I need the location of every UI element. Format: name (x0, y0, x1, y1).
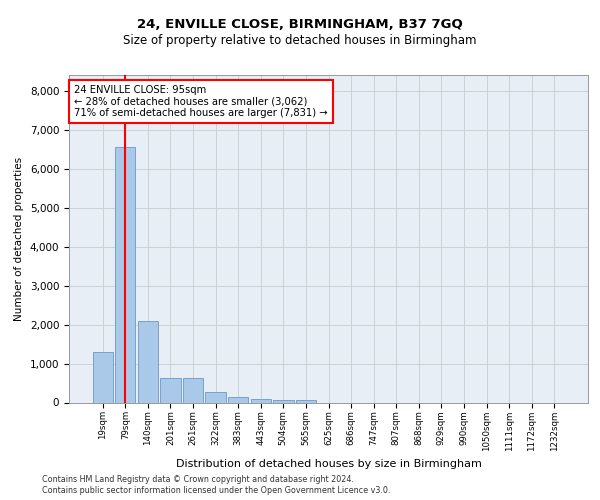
Bar (138, 322, 158, 402)
X-axis label: Distribution of detached houses by size in Birmingham: Distribution of detached houses by size … (176, 459, 481, 469)
Bar (205, 392, 226, 402)
Bar (296, 400, 316, 402)
Bar (183, 378, 203, 402)
Y-axis label: Number of detached properties: Number of detached properties (14, 156, 24, 321)
Bar (251, 398, 271, 402)
Bar (115, 147, 136, 403)
Text: Contains HM Land Registry data © Crown copyright and database right 2024.: Contains HM Land Registry data © Crown c… (42, 475, 354, 484)
Text: Size of property relative to detached houses in Birmingham: Size of property relative to detached ho… (123, 34, 477, 47)
Bar (228, 397, 248, 402)
Text: Contains public sector information licensed under the Open Government Licence v3: Contains public sector information licen… (42, 486, 391, 495)
Bar (160, 378, 181, 402)
Text: 24, ENVILLE CLOSE, BIRMINGHAM, B37 7GQ: 24, ENVILLE CLOSE, BIRMINGHAM, B37 7GQ (137, 18, 463, 30)
Bar (273, 400, 293, 402)
Text: 24 ENVILLE CLOSE: 95sqm
← 28% of detached houses are smaller (3,062)
71% of semi: 24 ENVILLE CLOSE: 95sqm ← 28% of detache… (74, 85, 328, 118)
Bar (92, 352, 113, 403)
